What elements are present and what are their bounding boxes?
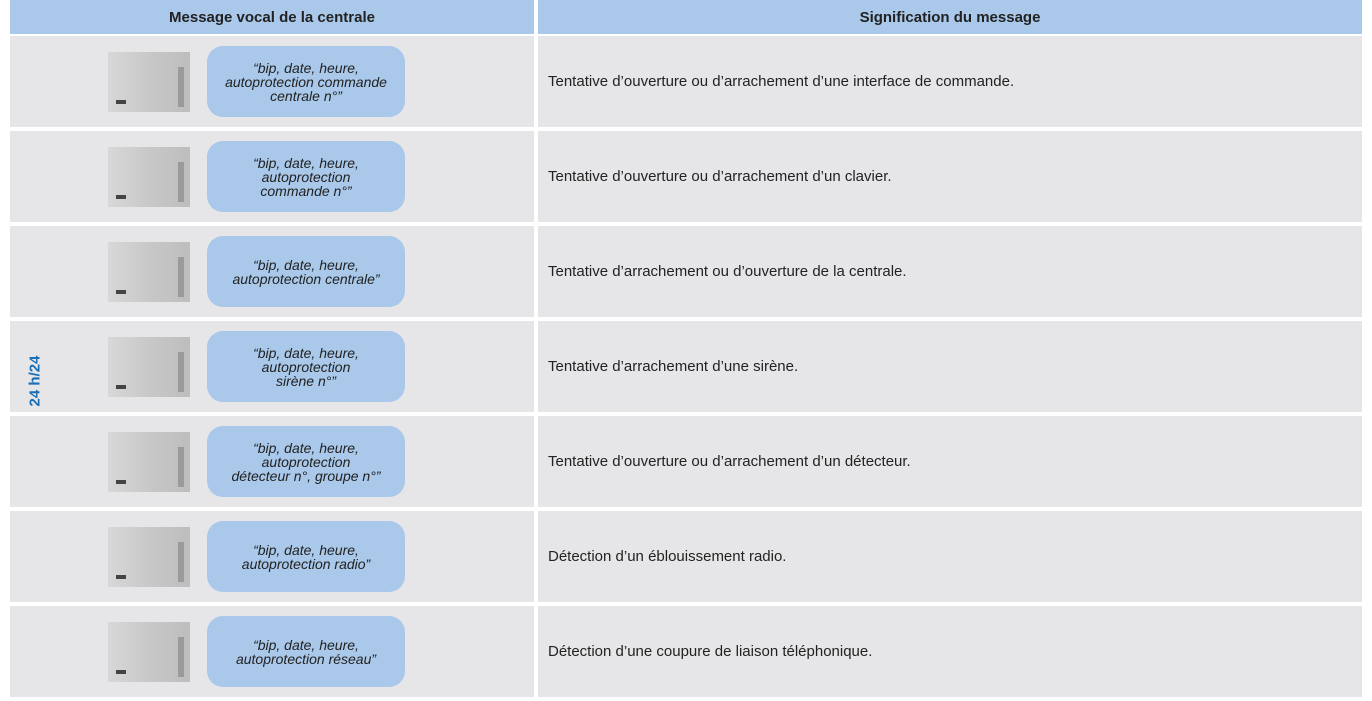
meaning-text: Détection d’un éblouissement radio. [548,548,787,565]
device-image [108,147,190,207]
meaning-text: Tentative d’ouverture ou d’arrachement d… [548,73,1015,90]
message-cell: “bip, date, heure, autoprotection radio” [10,511,534,602]
meaning-text: Tentative d’arrachement d’une sirène. [548,358,799,375]
message-cell: “bip, date, heure, autoprotection sirène… [10,321,534,412]
meaning-text: Tentative d’arrachement ou d’ouverture d… [548,263,907,280]
message-cell: “bip, date, heure, autoprotection détect… [10,416,534,507]
voice-message: “bip, date, heure, autoprotection centra… [207,236,405,307]
message-cell: “bip, date, heure, autoprotection comman… [10,36,534,127]
meaning-text: Détection d’une coupure de liaison télép… [548,643,873,660]
meaning-cell: Tentative d’ouverture ou d’arrachement d… [538,416,1362,507]
message-cell: “bip, date, heure, autoprotection comman… [10,131,534,222]
meaning-text: Tentative d’ouverture ou d’arrachement d… [548,168,892,185]
message-cell: “bip, date, heure, autoprotection réseau… [10,606,534,697]
column-header: Message vocal de la centrale [10,0,534,34]
column-header: Signification du message [538,0,1362,34]
meaning-text: Tentative d’ouverture ou d’arrachement d… [548,453,911,470]
voice-message: “bip, date, heure, autoprotection comman… [207,141,405,212]
meaning-cell: Tentative d’arrachement d’une sirène. [538,321,1362,412]
meaning-cell: Détection d’une coupure de liaison télép… [538,606,1362,697]
device-image [108,242,190,302]
meaning-cell: Détection d’un éblouissement radio. [538,511,1362,602]
device-image [108,527,190,587]
voice-message: “bip, date, heure, autoprotection détect… [207,426,405,497]
device-image [108,337,190,397]
message-cell: “bip, date, heure, autoprotection centra… [10,226,534,317]
meaning-cell: Tentative d’arrachement ou d’ouverture d… [538,226,1362,317]
side-label: 24 h/24 [26,355,44,407]
voice-message: “bip, date, heure, autoprotection comman… [207,46,405,117]
voice-message: “bip, date, heure, autoprotection réseau… [207,616,405,687]
meaning-cell: Tentative d’ouverture ou d’arrachement d… [538,36,1362,127]
meaning-cell: Tentative d’ouverture ou d’arrachement d… [538,131,1362,222]
device-image [108,622,190,682]
device-image [108,432,190,492]
voice-message: “bip, date, heure, autoprotection sirène… [207,331,405,402]
voice-message: “bip, date, heure, autoprotection radio” [207,521,405,592]
device-image [108,52,190,112]
